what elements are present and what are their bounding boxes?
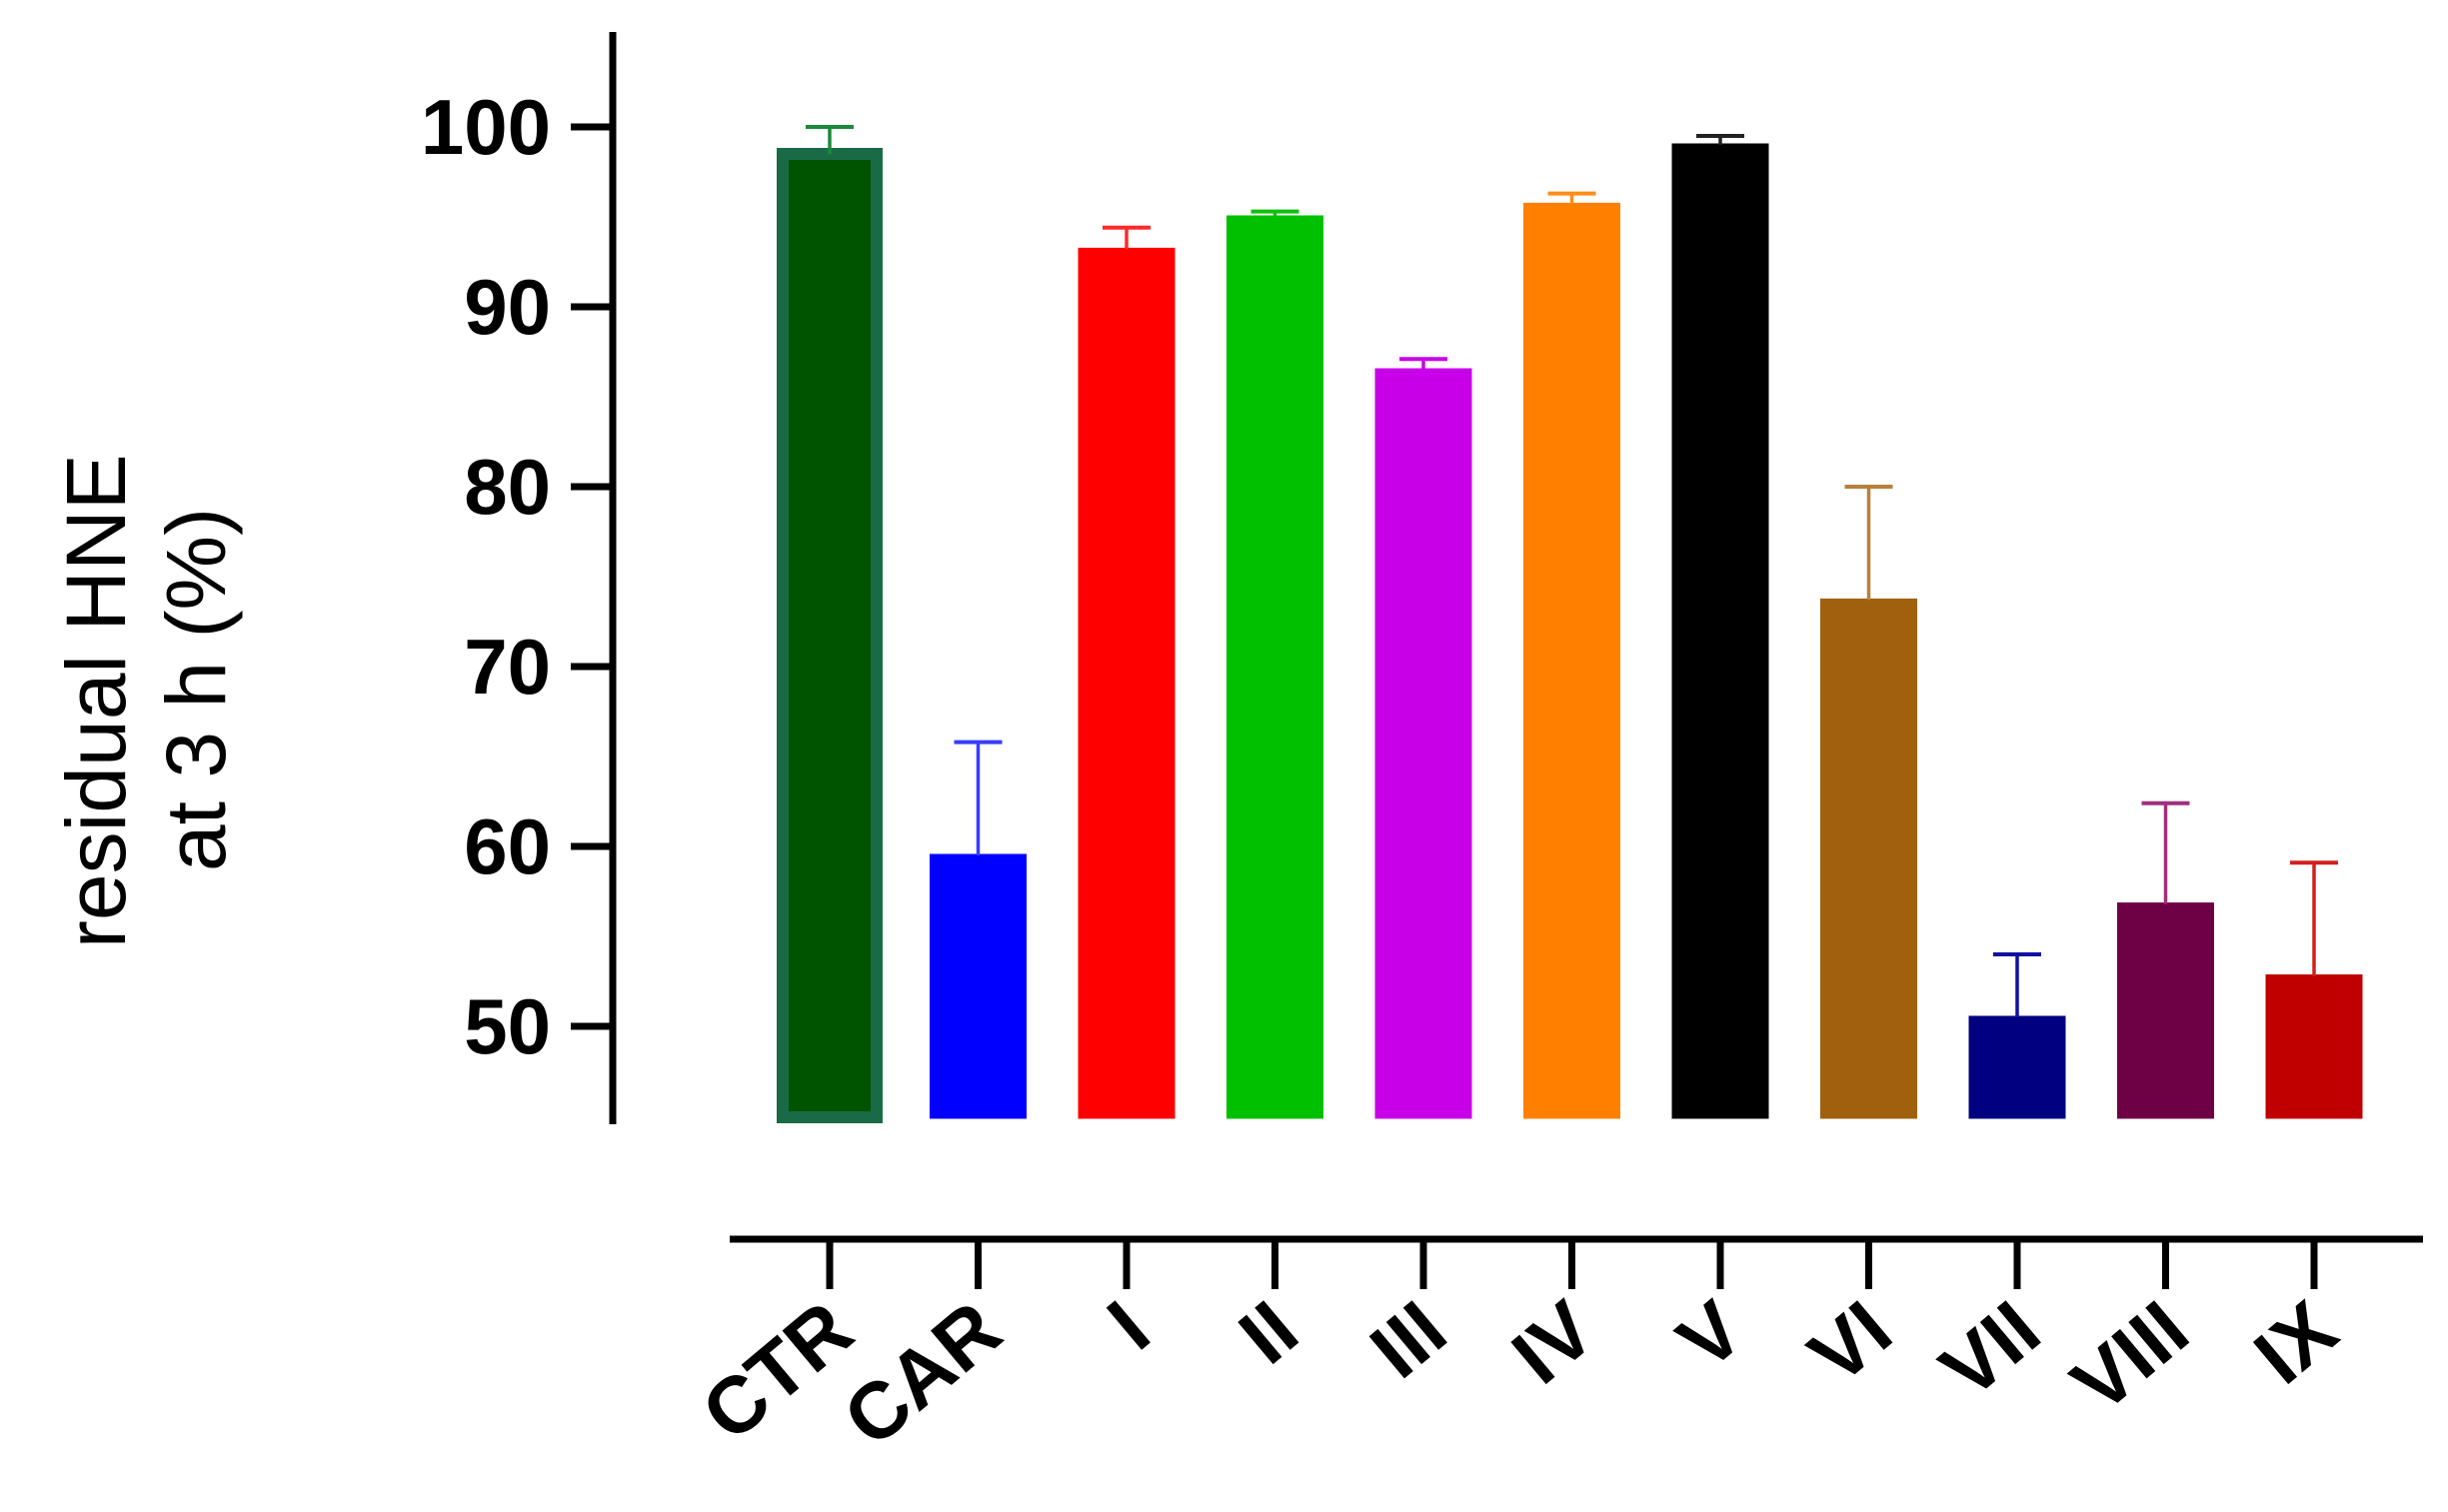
x-tick-label-vi: VI bbox=[1792, 1284, 1907, 1401]
bar-car bbox=[930, 853, 1027, 1119]
y-tick-label: 60 bbox=[464, 802, 551, 890]
x-tick-label-iv: IV bbox=[1495, 1284, 1610, 1401]
y-axis-title: residual HNE at 3 h (%) bbox=[49, 431, 243, 948]
bar-ctr bbox=[777, 148, 883, 1123]
y-axis-title-line-2: at 3 h (%) bbox=[149, 508, 243, 871]
y-tick-label: 70 bbox=[464, 623, 551, 711]
y-tick-label: 100 bbox=[421, 83, 551, 171]
y-tick-label: 50 bbox=[464, 982, 551, 1070]
x-tick-label-ii: II bbox=[1223, 1284, 1313, 1381]
x-tick-label-ctr: CTR bbox=[686, 1284, 869, 1458]
y-axis: 50 60 70 80 90 100 bbox=[421, 32, 617, 1124]
bar-viii bbox=[2117, 902, 2214, 1119]
bar-v bbox=[1671, 143, 1769, 1119]
x-tick-label-iii: III bbox=[1354, 1284, 1462, 1395]
bars bbox=[777, 125, 2363, 1123]
x-tick-label-viii: VIII bbox=[2055, 1284, 2204, 1429]
bar-vii bbox=[1968, 1015, 2066, 1119]
bar-iv bbox=[1523, 202, 1620, 1119]
bar-vi bbox=[1820, 598, 1917, 1119]
x-tick-label-v: V bbox=[1661, 1284, 1759, 1386]
y-tick-label: 90 bbox=[464, 263, 551, 351]
bar-ii bbox=[1226, 215, 1323, 1119]
x-tick-label-vii: VII bbox=[1924, 1284, 2056, 1415]
bar-ix bbox=[2265, 974, 2363, 1119]
bar-i bbox=[1078, 247, 1176, 1119]
y-axis-title-line-1: residual HNE bbox=[49, 454, 143, 948]
x-tick-label-i: I bbox=[1092, 1284, 1166, 1366]
x-tick-label-car: CAR bbox=[827, 1284, 1017, 1464]
y-tick-label: 80 bbox=[464, 443, 551, 531]
bar-iii bbox=[1374, 368, 1472, 1119]
x-tick-label-ix: IX bbox=[2238, 1284, 2353, 1401]
